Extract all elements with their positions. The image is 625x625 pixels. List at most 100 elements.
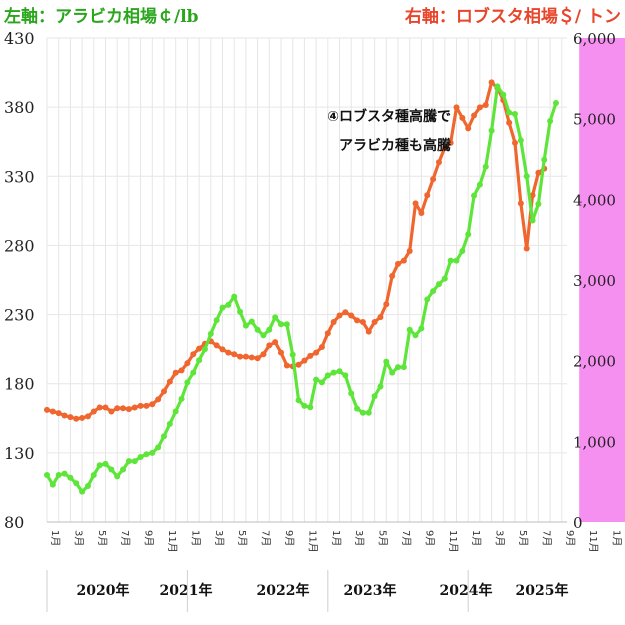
robusta-point (196, 345, 203, 352)
arabica-point (44, 471, 50, 478)
robusta-point (96, 404, 103, 411)
month-tick-label: 1月 (49, 530, 61, 546)
robusta-point (166, 378, 173, 385)
arabica-point (318, 379, 325, 386)
arabica-point (272, 314, 279, 321)
arabica-segment (402, 328, 412, 369)
arabica-point (161, 433, 167, 440)
month-tick-label: 11月 (447, 530, 459, 553)
arabica-point (131, 458, 138, 465)
arabica-point (172, 408, 179, 415)
robusta-point (400, 257, 407, 264)
year-label: 2023年 (344, 582, 397, 599)
robusta-point (447, 139, 454, 146)
arabica-point (535, 200, 542, 207)
robusta-segment (530, 171, 541, 197)
arabica-point (430, 288, 437, 295)
arabica-point (143, 451, 150, 458)
robusta-point (482, 101, 489, 108)
arabica-segment (525, 174, 535, 223)
robusta-segment (449, 105, 459, 145)
arabica-point (166, 420, 173, 427)
robusta-point (231, 351, 238, 358)
arabica-point (541, 156, 548, 163)
arabica-point (512, 111, 518, 118)
arabica-point (377, 383, 384, 390)
arabica-point (61, 470, 68, 477)
month-tick-label: 11月 (306, 530, 318, 553)
arabica-point (389, 369, 396, 376)
arabica-segment (291, 353, 301, 402)
robusta-point (61, 412, 68, 419)
robusta-point (190, 351, 197, 358)
arabica-point (155, 444, 162, 451)
robusta-point (465, 125, 472, 132)
arabica-point (289, 351, 296, 358)
arabica-point (435, 281, 442, 288)
arabica-point (73, 480, 80, 487)
year-label: 2024年 (440, 582, 493, 599)
right-tick-label: 2,000 (573, 353, 616, 371)
arabica-point (79, 488, 86, 495)
month-tick-label: 7月 (260, 530, 272, 546)
arabica-segment (548, 101, 558, 123)
year-label: 2020年 (77, 582, 130, 599)
right-tick-label: 3,000 (573, 272, 616, 290)
arabica-point (125, 458, 132, 465)
month-tick-label: 3月 (72, 530, 84, 546)
arabica-point (278, 321, 284, 328)
arabica-point (90, 471, 97, 478)
right-tick-label: 5,000 (573, 111, 616, 129)
robusta-point (318, 343, 325, 350)
year-label: 2021年 (160, 582, 213, 599)
arabica-point (359, 409, 366, 416)
robusta-point (172, 369, 179, 376)
robusta-point (67, 414, 74, 421)
arabica-segment (519, 138, 529, 178)
robusta-point (143, 402, 150, 409)
arabica-segment (443, 259, 453, 281)
arabica-point (465, 231, 472, 238)
robusta-point (488, 79, 495, 86)
arabica-point (494, 83, 501, 90)
arabica-point (441, 275, 448, 282)
month-tick-label: 11月 (587, 530, 599, 553)
arabica-point (523, 173, 530, 180)
robusta-segment (501, 98, 511, 125)
month-tick-label: 7月 (400, 530, 412, 546)
arabica-segment (536, 158, 546, 206)
robusta-point (248, 354, 255, 361)
robusta-point (114, 405, 121, 412)
robusta-point (418, 210, 425, 217)
arabica-point (283, 321, 290, 328)
robusta-point (313, 349, 320, 356)
arabica-point (424, 296, 431, 303)
arabica-point (517, 137, 524, 144)
arabica-point (55, 471, 62, 478)
robusta-point (49, 408, 56, 415)
arabica-series (44, 83, 559, 495)
left-tick-label: 330 (4, 167, 35, 186)
month-tick-label: 11月 (166, 530, 178, 553)
robusta-point (506, 119, 513, 126)
robusta-point (441, 144, 448, 151)
arabica-point (178, 395, 185, 402)
robusta-point (102, 404, 109, 411)
robusta-segment (513, 141, 523, 205)
arabica-segment (484, 129, 494, 169)
robusta-point (254, 355, 261, 362)
arabica-point (114, 473, 121, 480)
arabica-point (459, 247, 466, 254)
arabica-point (471, 192, 478, 199)
robusta-point (395, 260, 401, 267)
robusta-point (161, 388, 167, 395)
robusta-point (301, 357, 308, 364)
arabica-point (196, 357, 203, 364)
month-tick-label: 9月 (283, 530, 295, 546)
arabica-point (365, 409, 372, 416)
robusta-point (476, 104, 483, 111)
arabica-point (248, 318, 255, 325)
robusta-point (219, 346, 226, 353)
